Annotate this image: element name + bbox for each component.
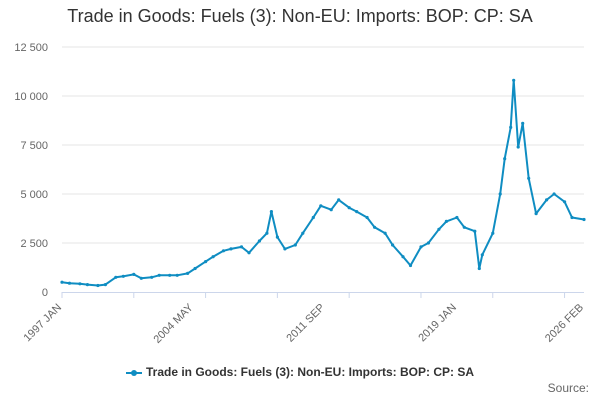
data-point xyxy=(257,239,261,243)
data-point xyxy=(247,251,251,255)
credits[interactable]: Source: xyxy=(547,381,589,395)
data-point xyxy=(150,275,154,279)
data-point xyxy=(373,225,377,229)
data-point xyxy=(503,157,507,161)
data-point xyxy=(437,227,441,231)
y-tick-label: 12 500 xyxy=(14,42,48,54)
data-point xyxy=(229,247,233,251)
legend-label: Trade in Goods: Fuels (3): Non-EU: Impor… xyxy=(145,365,474,379)
y-tick-label: 7 500 xyxy=(20,140,48,152)
data-point xyxy=(114,275,118,279)
y-tick-label: 10 000 xyxy=(14,91,48,103)
data-point xyxy=(473,229,477,233)
data-point xyxy=(509,125,513,129)
data-point xyxy=(552,192,556,196)
data-point xyxy=(582,217,586,222)
data-point xyxy=(239,245,244,249)
data-point xyxy=(175,273,179,277)
x-tick-label: 2026 FEB xyxy=(543,302,586,345)
data-point xyxy=(168,273,172,277)
data-point xyxy=(455,215,459,220)
data-point xyxy=(347,206,351,210)
y-axis-labels: 0 2 500 5 000 7 500 10 000 12 500 xyxy=(14,42,48,299)
data-point xyxy=(477,266,481,271)
data-point xyxy=(139,276,143,280)
grid-layer xyxy=(62,46,584,244)
data-point xyxy=(408,263,413,268)
data-point xyxy=(60,280,64,284)
data-point xyxy=(545,198,549,202)
data-point xyxy=(365,215,369,220)
data-point xyxy=(391,243,395,247)
data-point xyxy=(301,231,305,235)
x-tick-label: 2019 JAN xyxy=(416,302,459,345)
series-layer xyxy=(60,78,586,288)
data-point xyxy=(426,241,430,245)
y-tick-label: 5 000 xyxy=(20,189,48,201)
data-point xyxy=(534,212,538,216)
series-line xyxy=(61,79,585,287)
data-point xyxy=(401,255,405,259)
data-point xyxy=(462,225,466,229)
data-point xyxy=(186,271,190,275)
legend-swatch-icon xyxy=(125,368,142,378)
data-point xyxy=(355,210,359,214)
data-point xyxy=(132,272,136,276)
axis-layer xyxy=(61,292,584,298)
data-point xyxy=(480,253,484,257)
data-point xyxy=(521,121,525,125)
x-tick-label: 2011 SEP xyxy=(284,302,327,345)
data-point xyxy=(419,245,423,249)
data-point xyxy=(293,243,297,247)
data-point xyxy=(157,273,161,277)
data-point xyxy=(527,176,531,180)
data-point xyxy=(570,215,574,220)
data-point xyxy=(103,283,107,287)
data-point xyxy=(121,274,125,278)
data-point xyxy=(78,282,82,286)
data-point xyxy=(498,192,502,196)
data-point xyxy=(329,208,333,212)
legend[interactable]: Trade in Goods: Fuels (3): Non-EU: Impor… xyxy=(0,365,600,379)
data-point xyxy=(265,231,269,235)
data-point xyxy=(491,231,495,235)
data-point xyxy=(269,210,273,214)
data-point xyxy=(563,200,567,204)
data-point xyxy=(516,145,520,149)
data-point xyxy=(319,204,323,208)
y-tick-label: 2 500 xyxy=(20,238,48,250)
x-tick-label: 1997 JAN xyxy=(21,302,64,345)
data-point xyxy=(221,249,226,253)
x-tick-label: 2004 MAY xyxy=(152,301,197,346)
data-point xyxy=(204,260,208,264)
y-tick-label: 0 xyxy=(42,287,48,299)
x-axis-labels: 1997 JAN 2004 MAY 2011 SEP 2019 JAN 2026 FEB xyxy=(21,301,586,346)
data-point xyxy=(96,283,100,288)
data-point xyxy=(444,219,448,223)
chart-title: Trade in Goods: Fuels (3): Non-EU: Impor… xyxy=(67,6,533,26)
data-point xyxy=(193,266,197,271)
data-point xyxy=(211,255,215,259)
data-point xyxy=(275,235,279,239)
data-point xyxy=(67,281,72,285)
data-point xyxy=(311,215,315,220)
data-point xyxy=(512,78,516,82)
data-point xyxy=(337,198,341,202)
data-point xyxy=(283,247,287,251)
data-point xyxy=(85,283,89,287)
data-point xyxy=(383,231,387,235)
